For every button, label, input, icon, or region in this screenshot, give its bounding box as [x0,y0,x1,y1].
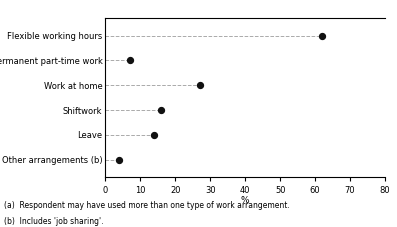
Point [197,83,203,87]
Text: (b)  Includes 'job sharing'.: (b) Includes 'job sharing'. [4,217,104,226]
Point [116,158,122,161]
Point [319,34,325,37]
X-axis label: %: % [241,197,249,205]
Text: (a)  Respondent may have used more than one type of work arrangement.: (a) Respondent may have used more than o… [4,201,290,210]
Point [127,59,133,62]
Point [158,108,164,112]
Point [151,133,157,137]
